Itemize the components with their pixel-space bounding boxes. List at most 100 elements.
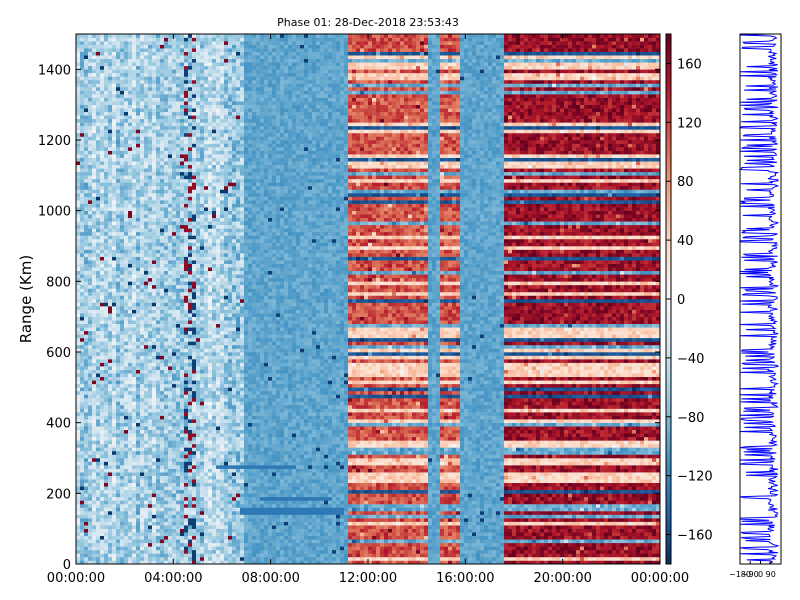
heatmap-cell [148,433,153,438]
heatmap-cell [164,94,169,98]
heatmap-cell [140,553,145,558]
heatmap-cell [204,108,209,113]
heatmap-cell [184,34,189,38]
heatmap-cell [180,313,185,317]
heatmap-cell [128,323,133,328]
heatmap-cell [176,511,181,515]
heatmap-cell [192,267,197,272]
heatmap-cell [168,101,173,105]
heatmap-cell [108,41,113,45]
heatmap-cell [152,532,157,537]
heatmap-cell [84,489,89,494]
heatmap-cell [188,132,193,137]
heatmap-cell [84,521,89,526]
heatmap-cell [80,500,85,505]
heatmap-cell [80,242,85,247]
heatmap-cell [96,323,101,328]
heatmap-cell [112,228,117,233]
heatmap-cell [152,182,157,187]
heatmap-cell [176,436,181,441]
heatmap-cell [200,454,205,459]
heatmap-cell [192,277,197,282]
heatmap-cell [200,366,205,370]
heatmap-cell [172,486,177,491]
heatmap-cell [164,37,169,42]
heatmap-cell [112,143,117,148]
heatmap-cell [80,560,85,565]
heatmap-cell [192,390,197,395]
heatmap-cell [148,111,153,116]
heatmap-cell [196,376,201,381]
heatmap-cell [136,334,141,339]
heatmap-cell [124,189,129,194]
heatmap-cell [80,458,85,462]
heatmap-cell [116,475,121,480]
heatmap-cell [156,521,161,526]
heatmap-cell [100,164,105,169]
heatmap-cell [80,369,85,374]
heatmap-cell [156,532,161,537]
heatmap-cell [204,415,209,420]
heatmap-cell [108,323,113,328]
heatmap-cell [184,525,189,529]
heatmap-cell [180,352,185,356]
heatmap-cell [92,161,97,166]
heatmap-cell [128,503,133,508]
heatmap-cell [152,422,157,427]
heatmap-cell [124,546,129,551]
heatmap-cell [168,150,173,155]
heatmap-cell [108,79,113,84]
heatmap-cell [84,189,89,194]
heatmap-cell [112,337,117,342]
heatmap-cell [200,125,205,130]
heatmap-cell [204,185,209,190]
heatmap-cell [132,90,137,95]
heatmap-cell [76,104,81,109]
heatmap-cell [124,161,129,166]
heatmap-cell [80,221,85,226]
heatmap-cell [120,189,125,194]
heatmap-cell [92,129,97,134]
heatmap-cell [104,539,109,544]
heatmap-cell [160,263,165,268]
heatmap-cell [172,214,177,219]
heatmap-cell [92,500,97,505]
heatmap-cell [196,288,201,293]
heatmap-cell [164,323,169,328]
heatmap-cell [168,486,173,491]
heatmap-cell [152,549,157,554]
heatmap-cell [188,267,193,272]
heatmap-cell [104,458,109,462]
heatmap-cell [156,203,161,208]
heatmap-cell [148,327,153,332]
heatmap-cell [192,380,197,385]
heatmap-cell [88,200,93,204]
heatmap-cell [168,235,173,240]
heatmap-cell [84,546,89,551]
heatmap-cell [92,482,97,487]
heatmap-cell [80,549,85,554]
heatmap-cell [148,306,153,310]
heatmap-cell [116,260,121,264]
heatmap-cell [208,443,213,448]
heatmap-cell [112,525,117,529]
heatmap-cell [108,132,113,137]
heatmap-cell [88,51,93,56]
heatmap-cell [188,412,193,416]
heatmap-cell [112,108,117,113]
heatmap-cell [208,560,213,565]
heatmap-cell [204,299,209,303]
heatmap-cell [176,48,181,52]
heatmap-cell [104,352,109,356]
heatmap-cell [76,34,81,38]
heatmap-cell [112,207,117,211]
heatmap-cell [160,200,165,204]
heatmap-cell [124,44,129,49]
heatmap-cells [76,34,661,565]
heatmap-cell [108,387,113,392]
heatmap-cell [196,94,201,98]
heatmap-cell [120,235,125,240]
heatmap-cell [164,140,169,144]
heatmap-cell [100,489,105,494]
heatmap-cell [76,267,81,272]
